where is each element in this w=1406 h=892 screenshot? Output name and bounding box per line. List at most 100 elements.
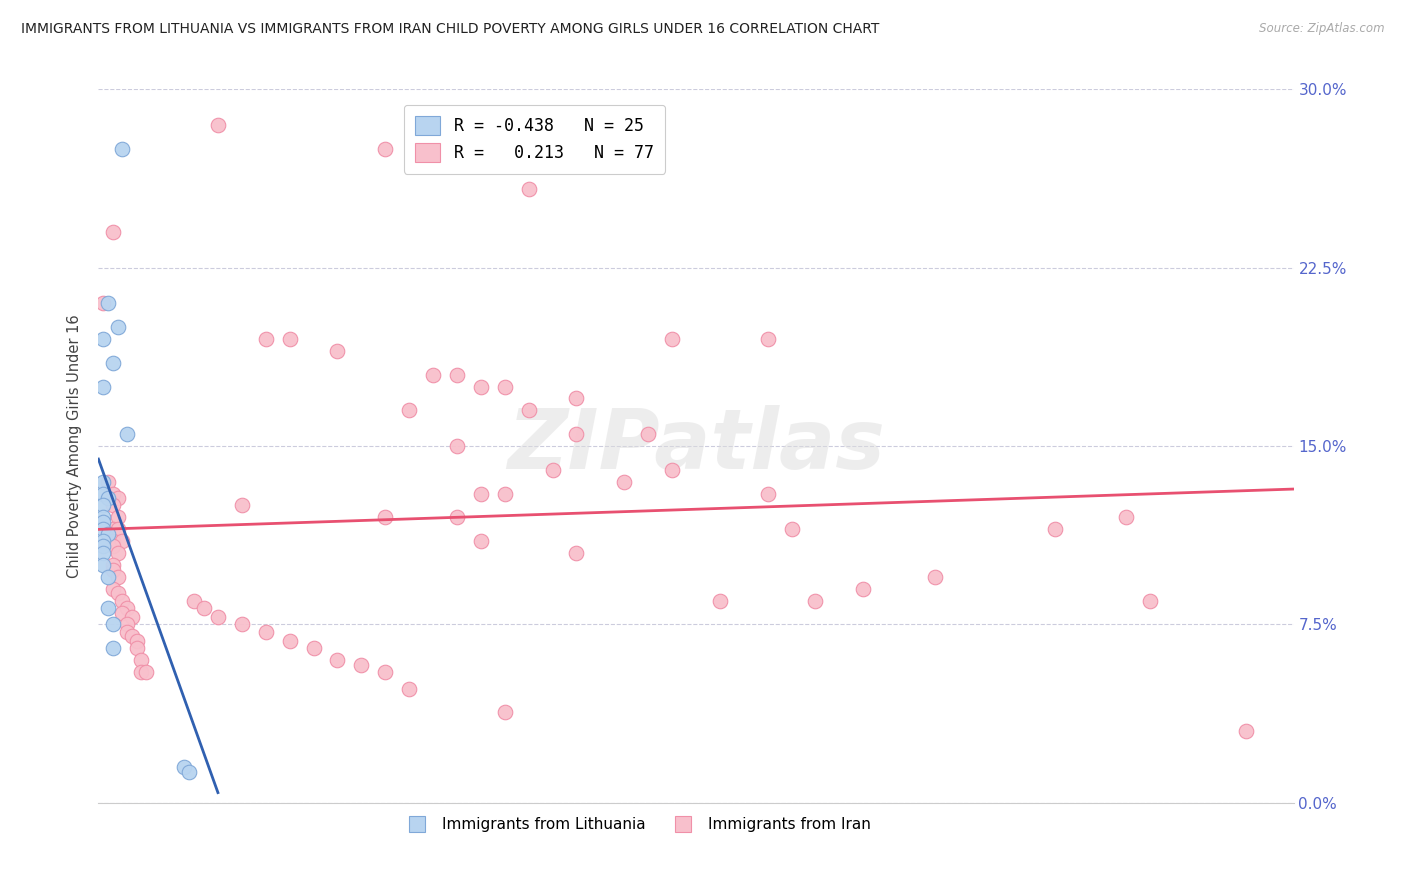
Point	[111, 593, 134, 607]
Point	[91, 510, 114, 524]
Point	[97, 527, 120, 541]
Point	[91, 332, 114, 346]
Point	[494, 706, 516, 720]
Point	[350, 657, 373, 672]
Point	[302, 641, 325, 656]
Point	[446, 439, 468, 453]
Point	[101, 534, 124, 549]
Point	[101, 582, 124, 596]
Point	[709, 593, 731, 607]
Point	[115, 617, 138, 632]
Point	[101, 617, 124, 632]
Point	[101, 499, 124, 513]
Point	[101, 558, 124, 572]
Point	[107, 510, 129, 524]
Text: Source: ZipAtlas.com: Source: ZipAtlas.com	[1260, 22, 1385, 36]
Point	[470, 379, 492, 393]
Y-axis label: Child Poverty Among Girls Under 16: Child Poverty Among Girls Under 16	[67, 314, 83, 578]
Point	[446, 368, 468, 382]
Point	[661, 463, 683, 477]
Point	[125, 634, 148, 648]
Point	[637, 427, 659, 442]
Point	[91, 486, 114, 500]
Point	[101, 225, 124, 239]
Point	[326, 343, 349, 358]
Point	[193, 600, 215, 615]
Point	[107, 570, 129, 584]
Point	[121, 610, 143, 624]
Point	[135, 665, 157, 679]
Point	[111, 606, 134, 620]
Point	[613, 475, 636, 489]
Point	[101, 486, 124, 500]
Point	[107, 546, 129, 560]
Point	[446, 510, 468, 524]
Point	[1043, 522, 1066, 536]
Point	[91, 379, 114, 393]
Point	[107, 320, 129, 334]
Point	[517, 182, 540, 196]
Point	[565, 427, 588, 442]
Point	[565, 546, 588, 560]
Point	[231, 499, 253, 513]
Point	[97, 296, 120, 310]
Point	[398, 681, 420, 696]
Point	[541, 463, 564, 477]
Point	[91, 558, 114, 572]
Point	[115, 427, 138, 442]
Point	[207, 118, 229, 132]
Point	[398, 403, 420, 417]
Point	[1234, 724, 1257, 739]
Point	[91, 475, 114, 489]
Point	[924, 570, 946, 584]
Point	[278, 332, 301, 346]
Point	[91, 534, 114, 549]
Point	[494, 379, 516, 393]
Point	[183, 593, 205, 607]
Point	[278, 634, 301, 648]
Text: IMMIGRANTS FROM LITHUANIA VS IMMIGRANTS FROM IRAN CHILD POVERTY AMONG GIRLS UNDE: IMMIGRANTS FROM LITHUANIA VS IMMIGRANTS …	[21, 22, 880, 37]
Point	[173, 760, 195, 774]
Text: ZIPatlas: ZIPatlas	[508, 406, 884, 486]
Point	[91, 296, 114, 310]
Point	[1139, 593, 1161, 607]
Point	[254, 624, 277, 639]
Point	[852, 582, 875, 596]
Point	[101, 522, 124, 536]
Point	[1115, 510, 1137, 524]
Point	[374, 665, 396, 679]
Point	[780, 522, 803, 536]
Point	[115, 600, 138, 615]
Point	[207, 610, 229, 624]
Point	[101, 641, 124, 656]
Point	[517, 403, 540, 417]
Point	[374, 142, 396, 156]
Point	[661, 332, 683, 346]
Point	[131, 653, 153, 667]
Point	[470, 534, 492, 549]
Point	[107, 586, 129, 600]
Point	[422, 368, 444, 382]
Point	[91, 546, 114, 560]
Point	[97, 570, 120, 584]
Point	[91, 539, 114, 553]
Point	[101, 356, 124, 370]
Point	[111, 142, 134, 156]
Point	[470, 486, 492, 500]
Point	[101, 539, 124, 553]
Point	[91, 499, 114, 513]
Point	[115, 624, 138, 639]
Point	[756, 332, 779, 346]
Point	[125, 641, 148, 656]
Point	[97, 475, 120, 489]
Point	[254, 332, 277, 346]
Point	[97, 491, 120, 506]
Point	[131, 665, 153, 679]
Point	[101, 563, 124, 577]
Point	[756, 486, 779, 500]
Point	[804, 593, 827, 607]
Point	[121, 629, 143, 643]
Point	[91, 522, 114, 536]
Point	[111, 534, 134, 549]
Legend: Immigrants from Lithuania, Immigrants from Iran: Immigrants from Lithuania, Immigrants fr…	[395, 811, 877, 838]
